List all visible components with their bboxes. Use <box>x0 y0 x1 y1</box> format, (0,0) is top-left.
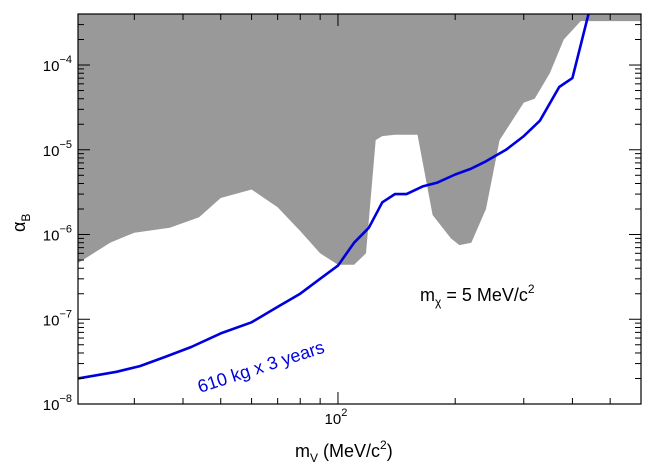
mass-annotation: mχ = 5 MeV/c2 <box>420 282 535 309</box>
x-tick-label: 102 <box>325 407 348 428</box>
y-tick-label: 10−7 <box>43 308 72 329</box>
y-axis-title: αB <box>9 214 33 232</box>
series-label: 610 kg x 3 years <box>195 337 327 397</box>
y-tick-label: 10−5 <box>43 139 72 160</box>
excluded-region <box>78 14 641 265</box>
sensitivity-curve-0 <box>78 14 590 380</box>
x-axis-title: mV (MeV/c2) <box>295 438 393 464</box>
plot-frame <box>77 13 642 405</box>
y-tick-label: 10−8 <box>43 393 72 414</box>
y-tick-label: 10−4 <box>43 54 72 75</box>
y-tick-label: 10−6 <box>43 224 72 245</box>
